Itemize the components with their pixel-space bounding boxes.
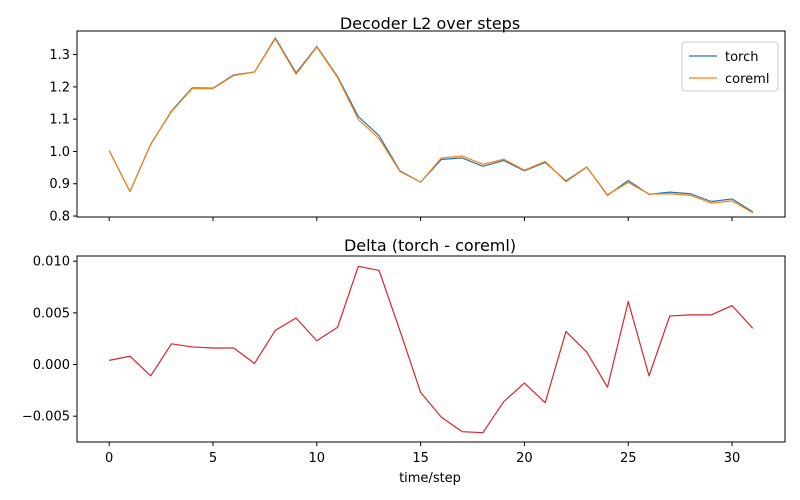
- x-tick-label: 10: [309, 451, 326, 466]
- plot-frame-bottom: [76, 255, 786, 443]
- x-ticks-top: [108, 217, 733, 221]
- x-tick-label: 20: [516, 451, 533, 466]
- y-tick-label: 1.3: [49, 48, 70, 63]
- y-tick-label: −0.005: [22, 410, 70, 425]
- y-ticks-top: 0.8 0.9 1.0 1.1 1.2 1.3: [49, 48, 77, 225]
- x-axis-label: time/step: [399, 471, 461, 486]
- legend: torch coreml: [681, 41, 779, 92]
- chart-title-bottom: Delta (torch - coreml): [344, 236, 516, 255]
- delta-chart: Delta (torch - coreml) −0.005 0.000 0.005 0…: [22, 236, 786, 486]
- y-tick-label: 0.000: [33, 358, 70, 373]
- series-line-delta: [109, 265, 754, 434]
- series-line-torch: [108, 37, 754, 213]
- plot-frame-top: [76, 30, 786, 218]
- x-ticks-bottom: 0 5 10 15 20 25 30: [105, 442, 740, 466]
- y-tick-label: 0.010: [33, 255, 70, 270]
- y-tick-label: 1.1: [49, 113, 70, 128]
- y-tick-label: 1.2: [49, 80, 70, 95]
- legend-box: [681, 41, 779, 92]
- series-lines-top: [108, 37, 754, 214]
- x-tick-label: 0: [105, 451, 113, 466]
- series-lines-bottom: [109, 265, 754, 434]
- x-tick-label: 15: [412, 451, 429, 466]
- y-tick-label: 0.9: [49, 177, 70, 192]
- legend-label-coreml: coreml: [725, 72, 769, 87]
- y-ticks-bottom: −0.005 0.000 0.005 0.010: [22, 255, 77, 425]
- x-tick-label: 30: [724, 451, 741, 466]
- y-tick-label: 1.0: [49, 145, 70, 160]
- x-tick-label: 25: [620, 451, 637, 466]
- legend-label-torch: torch: [725, 50, 759, 65]
- series-line-coreml: [108, 38, 754, 214]
- x-tick-label: 5: [209, 451, 217, 466]
- chart-title-top: Decoder L2 over steps: [340, 14, 520, 33]
- y-tick-label: 0.8: [49, 210, 70, 225]
- decoder-l2-chart: Decoder L2 over steps 0.8 0.9 1.0 1.1 1.2 1.3…: [49, 14, 786, 225]
- y-tick-label: 0.005: [33, 306, 70, 321]
